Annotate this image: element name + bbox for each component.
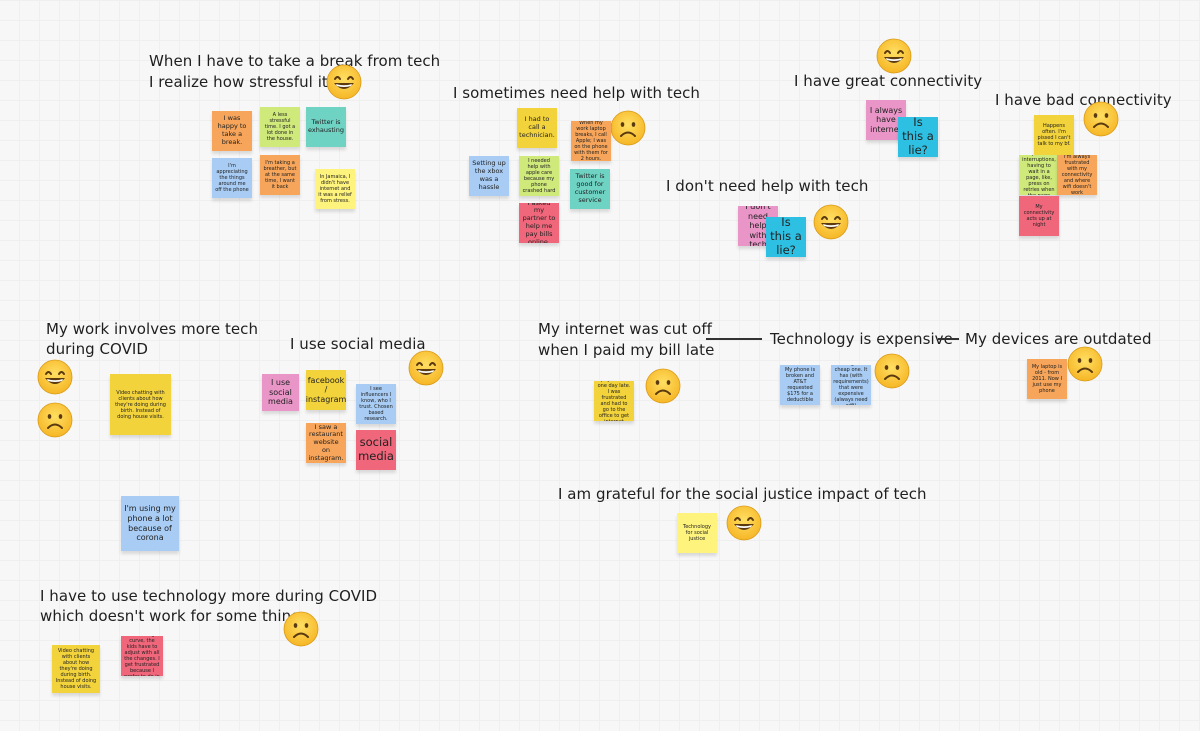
sticky-note[interactable]: I had to call a technician. <box>517 108 557 148</box>
sticky-note[interactable]: Twitter is exhausting <box>306 107 346 147</box>
frowning-face-icon <box>37 402 73 438</box>
heading-covid-line1: I have to use technology more during COV… <box>40 587 378 605</box>
sticky-note[interactable]: Happens often. I'm pissed I can't talk t… <box>1034 115 1074 155</box>
heading-help: I sometimes need help with tech <box>453 84 700 102</box>
connector-line <box>938 338 959 340</box>
frowning-face-icon <box>645 368 681 404</box>
sticky-note[interactable]: When my work laptop breaks, I call Apple… <box>571 121 611 161</box>
sticky-note[interactable]: I'm taking a breather, but at the same t… <box>260 155 300 195</box>
connector-line <box>706 338 762 340</box>
grinning-face-icon <box>876 38 912 74</box>
sticky-note[interactable]: School takes a learning curve, the kids … <box>121 636 163 676</box>
sticky-note[interactable]: I asked my partner to help me pay bills … <box>519 203 559 243</box>
frowning-face-icon <box>283 611 319 647</box>
sticky-note[interactable]: Setting up the xbox was a hassle <box>469 156 509 196</box>
sticky-note[interactable]: I see influencers I know, who I trust. C… <box>356 384 396 424</box>
heading-cutoff-line2: when I paid my bill late <box>538 341 715 359</box>
grinning-face-icon <box>37 359 73 395</box>
heading-outdated: My devices are outdated <box>965 330 1152 348</box>
grinning-face-icon <box>408 350 444 386</box>
frowning-face-icon <box>1083 101 1119 137</box>
heading-break-line1: When I have to take a break from tech <box>149 52 441 70</box>
frowning-face-icon <box>610 110 646 146</box>
sticky-note[interactable]: My laptop is old - from 2011. Now I just… <box>1027 359 1067 399</box>
sticky-note[interactable]: My connectivity acts up at night <box>1019 196 1059 236</box>
sticky-note[interactable]: Video chatting with clients about how th… <box>52 645 100 693</box>
grinning-face-icon <box>726 505 762 541</box>
sticky-note[interactable]: I payed a bill one day late. I was frust… <box>594 381 634 421</box>
sticky-note[interactable]: I bought a cheap one. It has (with requi… <box>831 365 871 405</box>
heading-covid-line2: which doesn't work for some things <box>40 607 309 625</box>
sticky-note[interactable]: I'm using my phone a lot because of coro… <box>121 496 179 551</box>
heading-work-line2: during COVID <box>46 340 149 358</box>
heading-expensive: Technology is expensive <box>770 330 953 348</box>
heading-great-connectivity: I have great connectivity <box>794 72 983 90</box>
sticky-note[interactable]: I'm always frustrated with my connectivi… <box>1057 155 1097 195</box>
frowning-face-icon <box>1067 346 1103 382</box>
sticky-note[interactable]: I needed help with apple care because my… <box>519 156 559 196</box>
heading-bad-connectivity: I have bad connectivity <box>995 91 1172 109</box>
sticky-note[interactable]: I always have internet <box>866 100 906 140</box>
frowning-face-icon <box>874 353 910 389</box>
sticky-note[interactable]: Is this a lie? <box>898 117 938 157</box>
sticky-note[interactable]: Is this a lie? <box>766 217 806 257</box>
heading-cutoff-line1: My internet was cut off <box>538 320 712 338</box>
heading-social: I use social media <box>290 335 426 353</box>
sticky-note[interactable]: Video chatting with clients about how th… <box>110 374 171 435</box>
sticky-note[interactable]: I use social media <box>262 374 299 411</box>
sticky-note[interactable]: My phone is broken and AT&T requested $1… <box>780 365 820 405</box>
sticky-note[interactable]: Technology for social justice <box>677 513 717 553</box>
sticky-note[interactable]: social media <box>356 430 396 470</box>
sticky-note[interactable]: I don't like freezing, repetitive interr… <box>1019 155 1059 195</box>
sticky-note[interactable]: I was happy to take a break. <box>212 111 252 151</box>
grinning-face-icon <box>326 64 362 100</box>
sticky-note[interactable]: facebook / instagram <box>306 370 346 410</box>
sticky-note[interactable]: Twitter is good for customer service <box>570 169 610 209</box>
sticky-note[interactable]: I saw a restaurant website on instagram. <box>306 423 346 463</box>
sticky-note[interactable]: In Jamaica, I didn't have internet and i… <box>315 169 355 209</box>
grinning-face-icon <box>813 204 849 240</box>
heading-grateful: I am grateful for the social justice imp… <box>558 485 927 503</box>
heading-break-line2: I realize how stressful it is <box>149 73 345 91</box>
heading-work-line1: My work involves more tech <box>46 320 259 338</box>
heading-no-help: I don't need help with tech <box>666 177 869 195</box>
sticky-note[interactable]: A less stressful time. I got a lot done … <box>260 107 300 147</box>
sticky-note[interactable]: I'm appreciating the things around me of… <box>212 158 252 198</box>
